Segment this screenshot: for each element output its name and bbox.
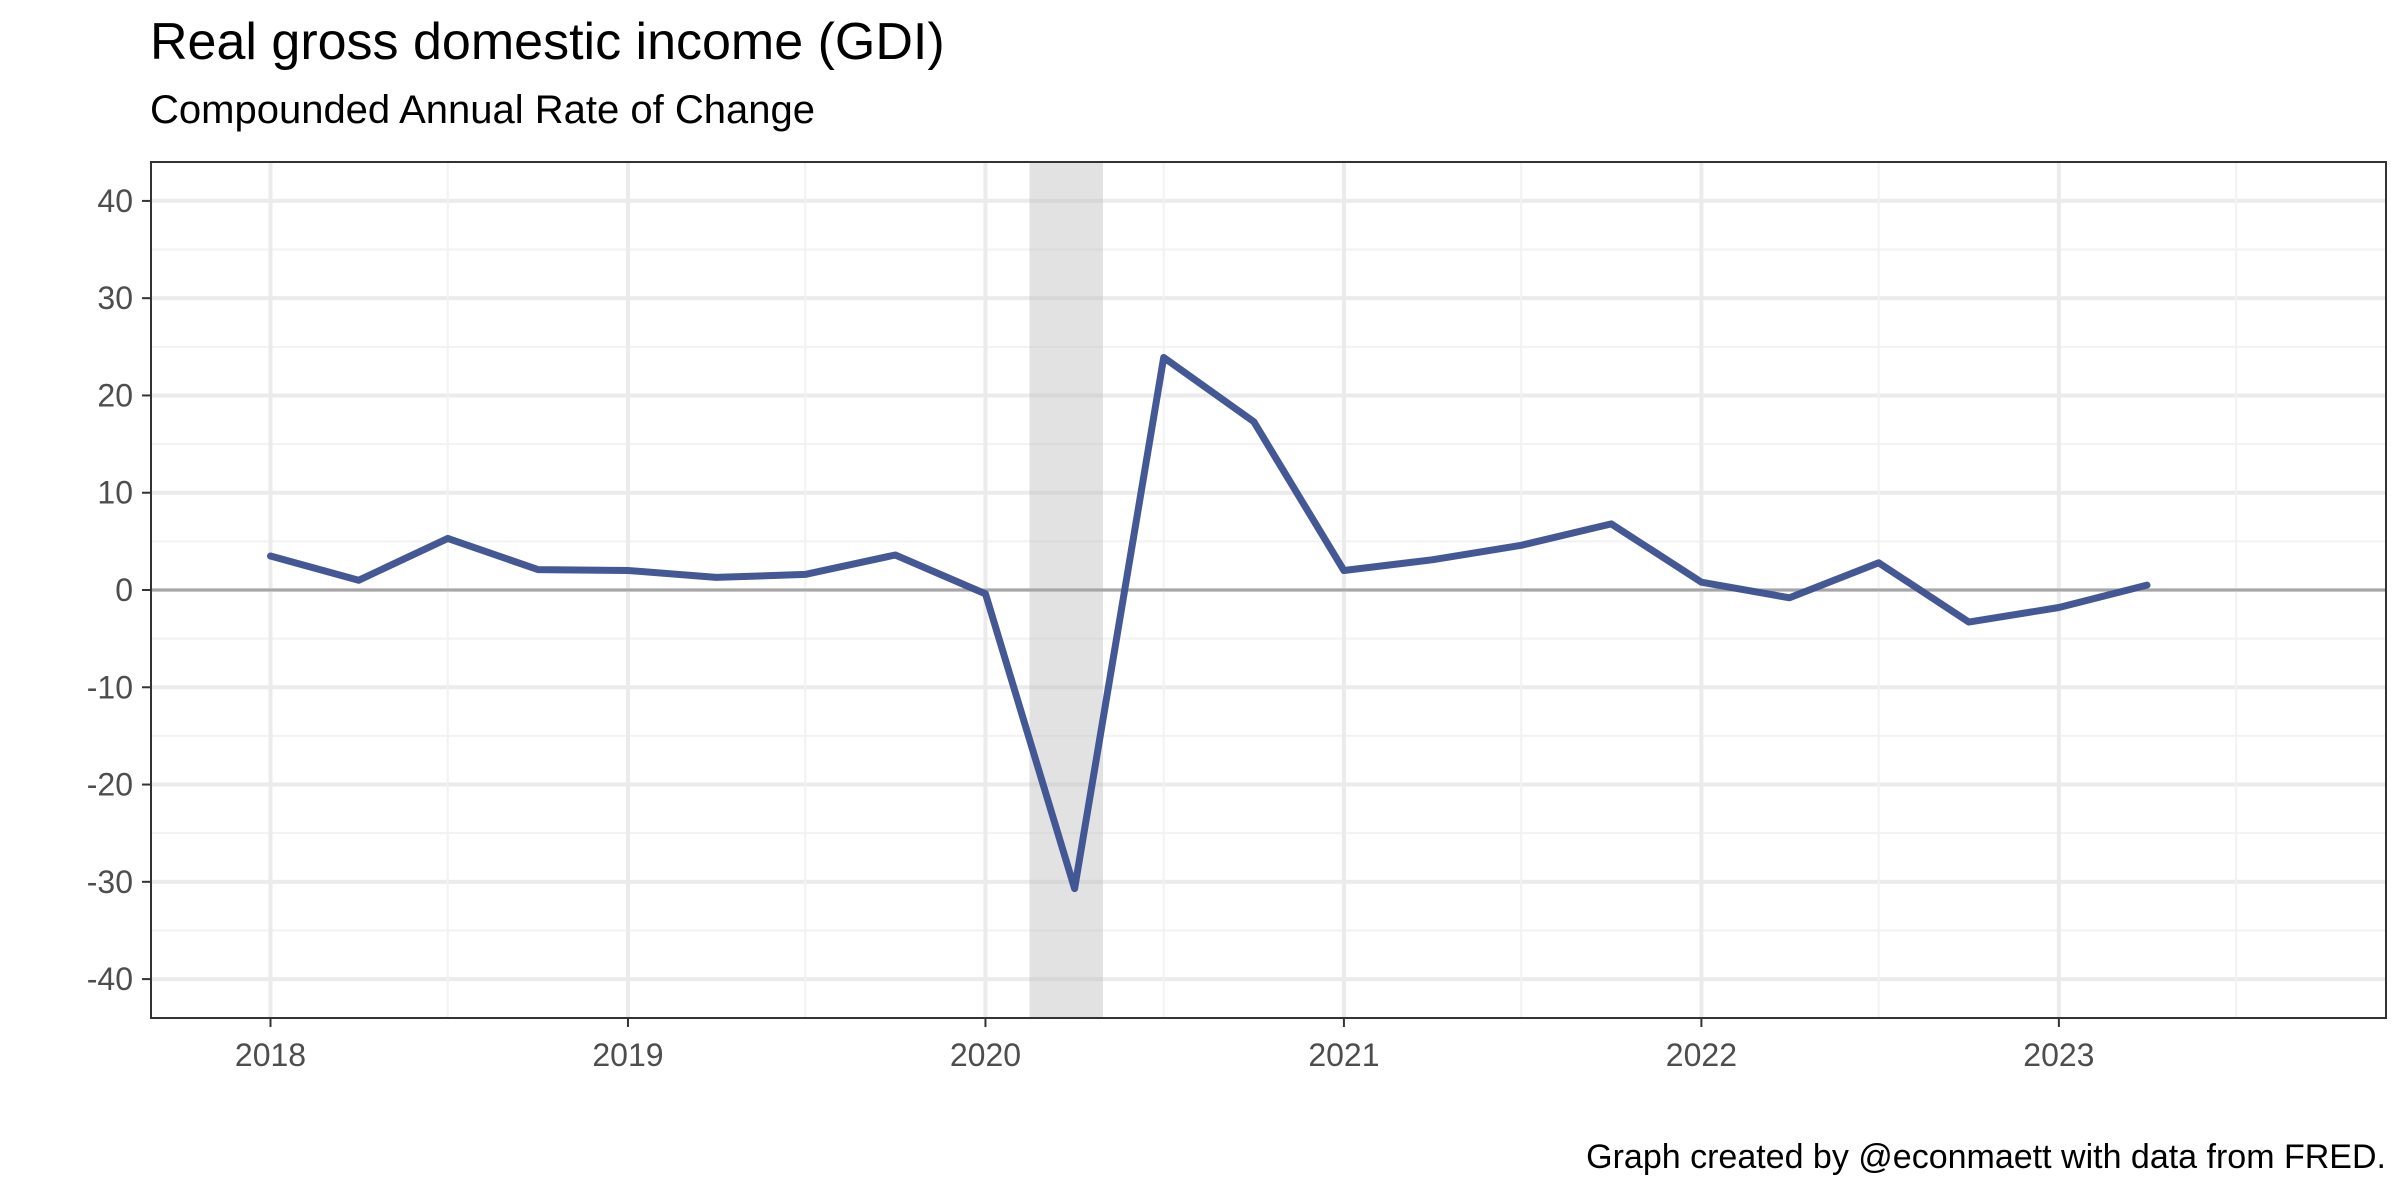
x-tick-label: 2019 (592, 1037, 663, 1073)
chart-caption: Graph created by @econmaett with data fr… (1586, 1138, 2386, 1176)
x-tick-label: 2018 (235, 1037, 306, 1073)
y-tick-label: 20 (97, 377, 133, 413)
y-tick-label: -10 (87, 669, 133, 705)
x-tick-label: 2023 (2023, 1037, 2094, 1073)
y-tick-label: 30 (97, 280, 133, 316)
y-tick-label: 0 (115, 572, 133, 608)
y-tick-label: -40 (87, 961, 133, 997)
x-tick-label: 2021 (1308, 1037, 1379, 1073)
chart-title: Real gross domestic income (GDI) (150, 13, 945, 71)
chart-subtitle: Compounded Annual Rate of Change (150, 88, 815, 132)
y-tick-label: 40 (97, 183, 133, 219)
x-tick-label: 2020 (950, 1037, 1021, 1073)
grid-layer (151, 162, 2386, 1018)
y-tick-label: -20 (87, 767, 133, 803)
y-tick-label: 10 (97, 475, 133, 511)
y-tick-label: -30 (87, 864, 133, 900)
series-layer (267, 354, 2151, 893)
series-line (267, 354, 2151, 893)
axis-layer: 40 30 20 10 0 -10 -20 -30 -40 2018 2019 2020 2021 202… (87, 183, 2095, 1073)
x-tick-label: 2022 (1666, 1037, 1737, 1073)
